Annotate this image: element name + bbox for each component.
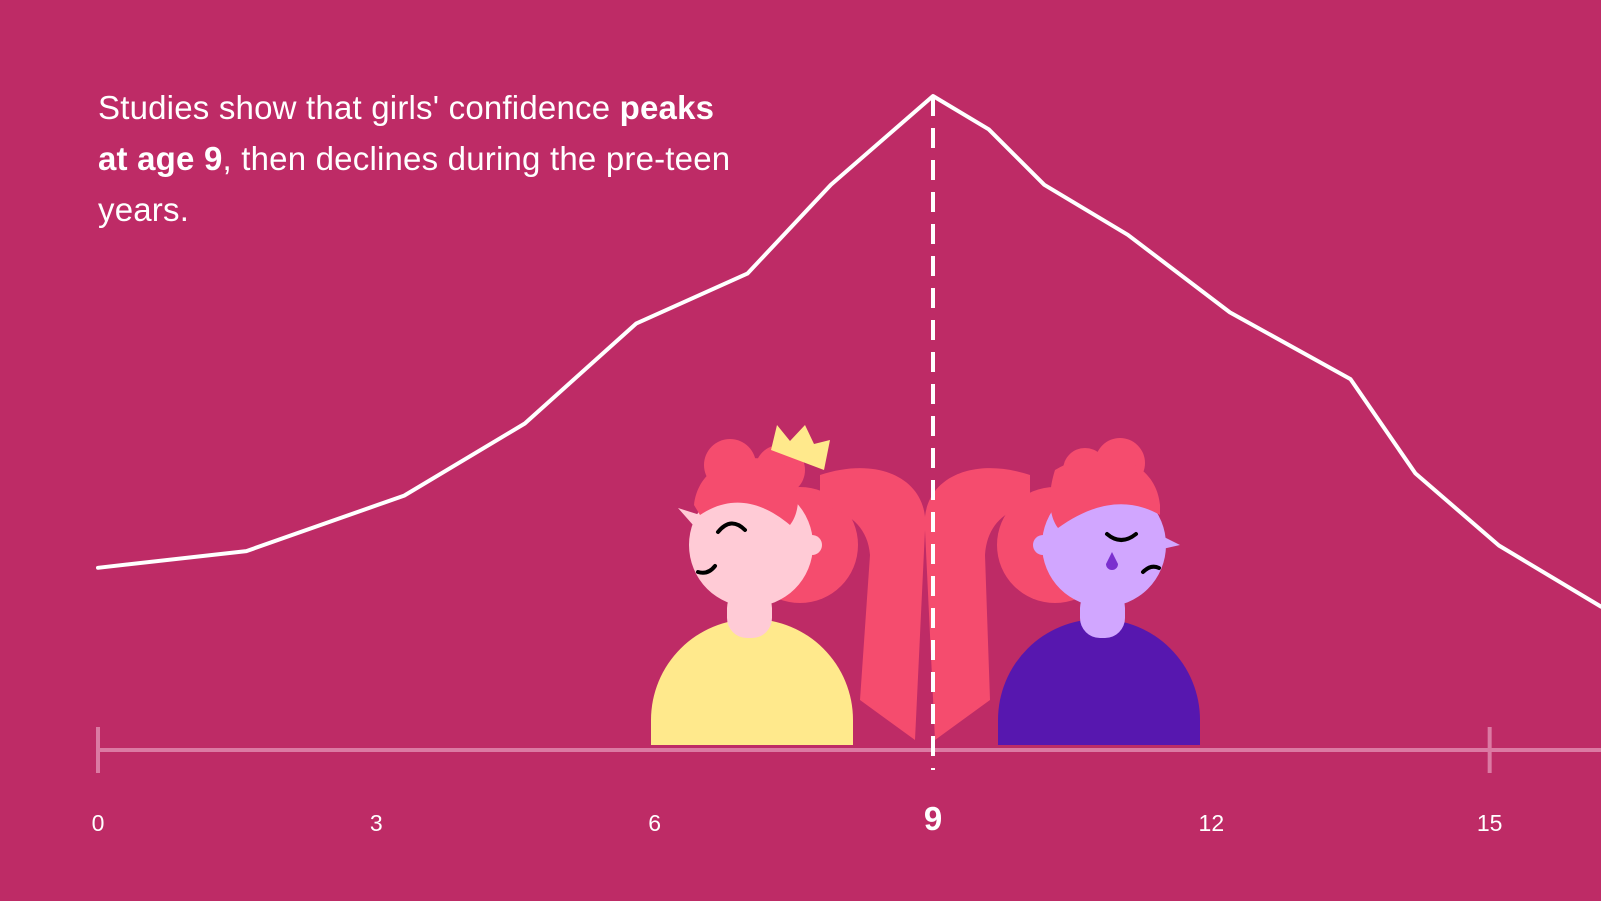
sad-girl-ear xyxy=(1033,535,1053,555)
sad-girl-ponytail xyxy=(924,468,1030,740)
happy-girl-eye xyxy=(716,521,747,534)
happy-girl-ear xyxy=(802,535,822,555)
happy-girl-nose xyxy=(678,508,700,525)
happy-girl-illustration xyxy=(651,425,926,745)
happy-girl-shirt xyxy=(651,619,853,745)
sad-girl-frown xyxy=(1141,564,1161,574)
x-tick-label: 6 xyxy=(648,810,661,836)
x-tick-label: 15 xyxy=(1477,810,1503,836)
sad-girl-bangs xyxy=(1050,456,1160,528)
x-tick-label: 0 xyxy=(92,810,105,836)
series-layer xyxy=(96,94,1601,609)
headline-bold: peaks at age 9 xyxy=(98,89,715,177)
headline-part1: Studies show that girls' confidence xyxy=(98,89,620,126)
happy-girl-bangs xyxy=(694,458,799,525)
x-tick-label: 9 xyxy=(924,800,942,837)
sad-girl-illustration xyxy=(924,438,1200,745)
tear-icon xyxy=(1106,552,1118,570)
x-tick-label: 3 xyxy=(370,810,383,836)
happy-girl-ponytail xyxy=(820,468,926,740)
confidence-line xyxy=(96,94,1601,609)
x-tick-labels: 0 3 6 9 12 15 xyxy=(92,800,1503,837)
headline: Studies show that girls' confidence peak… xyxy=(98,82,738,235)
happy-girl-smile xyxy=(696,564,717,575)
sad-girl-shirt xyxy=(998,619,1200,745)
sad-girl-eye xyxy=(1105,532,1138,542)
crown-icon xyxy=(771,425,830,470)
x-tick-label: 12 xyxy=(1199,810,1225,836)
x-axis xyxy=(96,727,1601,773)
headline-part2: , then declines during the pre-teen year… xyxy=(98,140,731,228)
sad-girl-nose xyxy=(1158,535,1180,550)
